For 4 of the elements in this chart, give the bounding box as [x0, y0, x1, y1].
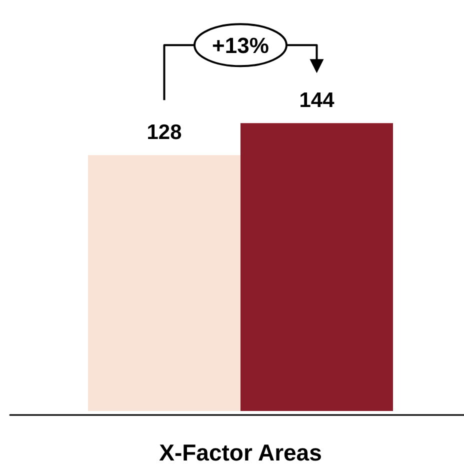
x-axis-title: X-Factor Areas — [159, 440, 322, 466]
data-label: 128 — [146, 121, 182, 144]
text: +13% — [212, 33, 269, 58]
data-label: 144 — [299, 89, 335, 112]
